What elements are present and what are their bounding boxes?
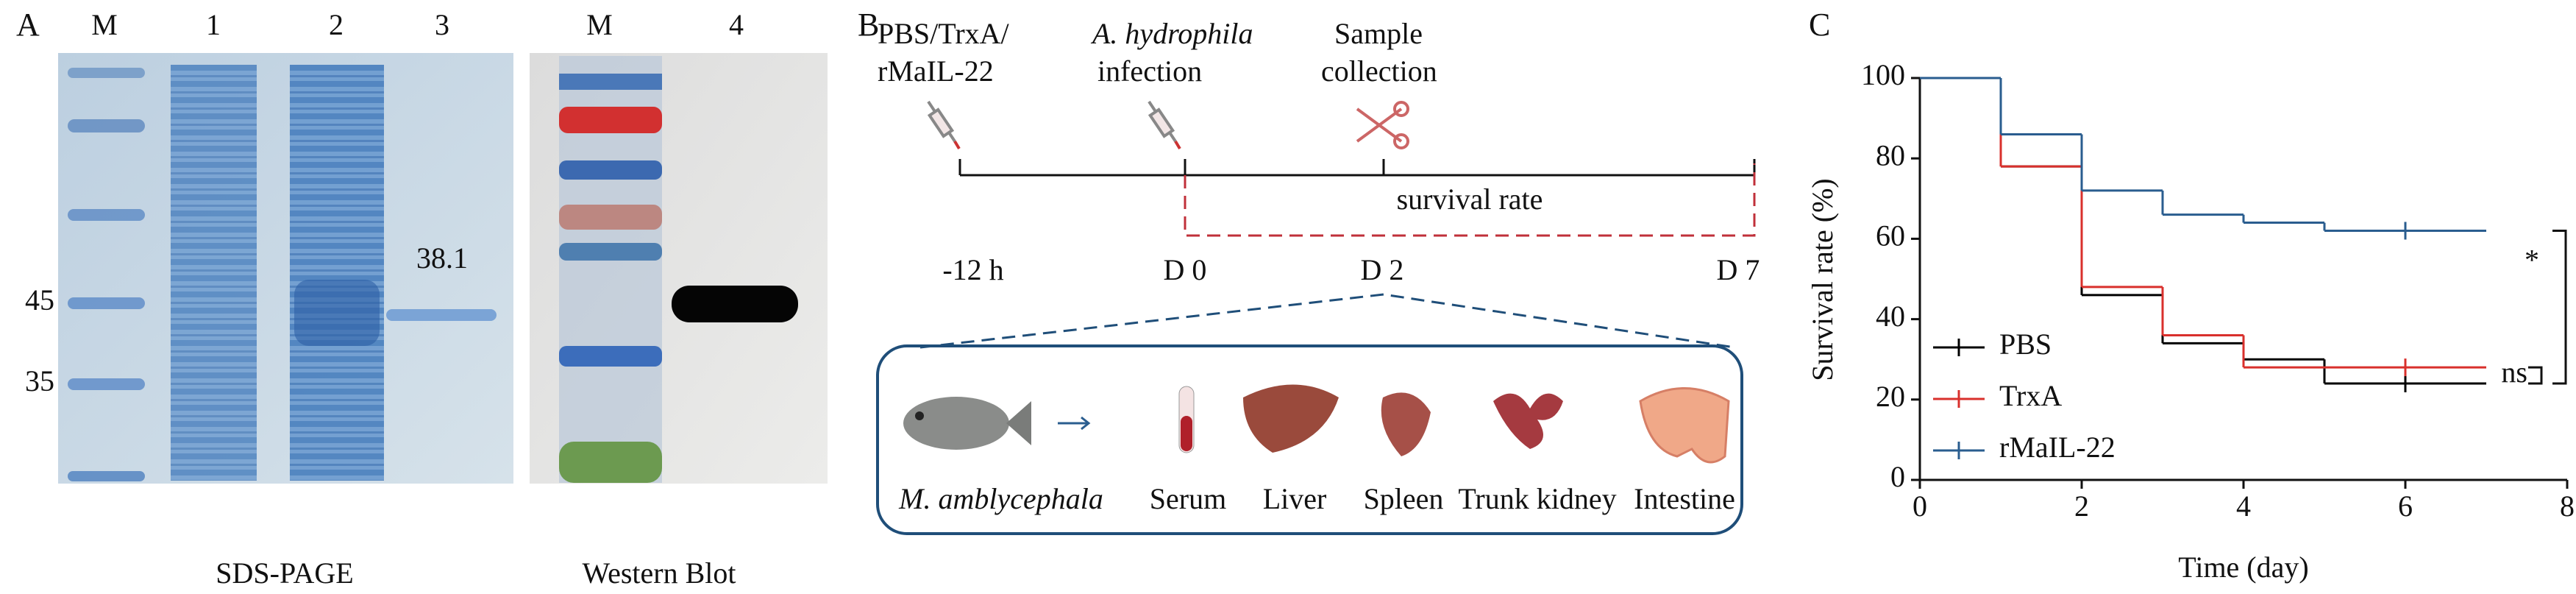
annotation: ns bbox=[2501, 356, 2527, 389]
gel-bands bbox=[68, 65, 497, 481]
x-tick-label: 8 bbox=[2560, 489, 2575, 523]
step-text: rMaIL-22 bbox=[878, 54, 994, 88]
y-tick-label: 20 bbox=[1876, 380, 1905, 413]
blot-bands bbox=[559, 56, 798, 483]
panel-label: A bbox=[16, 7, 40, 43]
sample-label: Liver bbox=[1263, 482, 1327, 515]
annotation: * bbox=[2525, 243, 2539, 276]
x-tick-label: 2 bbox=[2074, 489, 2089, 523]
bracket bbox=[2552, 229, 2567, 385]
sample-box bbox=[876, 344, 1743, 535]
scissors-icon bbox=[1356, 101, 1409, 149]
step-text: A. hydrophila bbox=[1090, 17, 1253, 50]
y-tick-label: 80 bbox=[1876, 138, 1905, 172]
sample-label: Spleen bbox=[1364, 482, 1444, 515]
sample-label: Intestine bbox=[1634, 482, 1735, 515]
x-tick-label: 6 bbox=[2398, 489, 2413, 523]
period-label: survival rate bbox=[1397, 183, 1543, 216]
panel-label: B bbox=[858, 7, 879, 43]
x-tick-label: 4 bbox=[2236, 489, 2251, 523]
sample-label: M. amblycephala bbox=[898, 482, 1103, 515]
y-tick-label: 40 bbox=[1876, 300, 1905, 333]
lane-label: 2 bbox=[329, 8, 344, 41]
survival-period bbox=[1184, 163, 1756, 237]
lane-label: 3 bbox=[435, 8, 449, 41]
sample-icons bbox=[903, 384, 1730, 464]
panel-label: C bbox=[1809, 7, 1830, 43]
legend-label: PBS bbox=[1999, 328, 2052, 361]
y-axis-label: Survival rate (%) bbox=[1806, 178, 1839, 381]
step-text: collection bbox=[1321, 54, 1437, 88]
y-tick-label: 60 bbox=[1876, 219, 1905, 252]
x-tick-label: 0 bbox=[1913, 489, 1927, 523]
timeline bbox=[958, 159, 1756, 177]
bracket bbox=[2528, 366, 2543, 385]
caption: Western Blot bbox=[583, 556, 736, 590]
x-axis-label: Time (day) bbox=[2178, 551, 2308, 584]
step-text: infection bbox=[1097, 54, 1202, 88]
legend-label: TrxA bbox=[1999, 379, 2062, 412]
sample-label: Serum bbox=[1150, 482, 1226, 515]
marker-label: 45 bbox=[25, 283, 54, 317]
time-label: D 7 bbox=[1717, 253, 1760, 286]
marker-label: 35 bbox=[25, 364, 54, 397]
step-text: PBS/TrxA/ bbox=[878, 17, 1010, 50]
caption: SDS-PAGE bbox=[216, 556, 353, 590]
y-tick-label: 0 bbox=[1890, 460, 1905, 493]
lane-label: 4 bbox=[729, 8, 744, 41]
time-label: -12 h bbox=[942, 253, 1003, 286]
time-label: D 2 bbox=[1361, 253, 1404, 286]
zoom-lines bbox=[919, 293, 1735, 349]
lane-label: M bbox=[586, 8, 613, 41]
legend-label: rMaIL-22 bbox=[1999, 431, 2116, 464]
step-text: Sample bbox=[1334, 17, 1423, 50]
sample-label: Trunk kidney bbox=[1458, 482, 1616, 515]
lane-label: M bbox=[91, 8, 118, 41]
y-tick-label: 100 bbox=[1861, 58, 1905, 91]
syringe-icon bbox=[927, 100, 1181, 150]
band-label: 38.1 bbox=[416, 241, 468, 275]
time-label: D 0 bbox=[1164, 253, 1207, 286]
lane-label: 1 bbox=[206, 8, 221, 41]
